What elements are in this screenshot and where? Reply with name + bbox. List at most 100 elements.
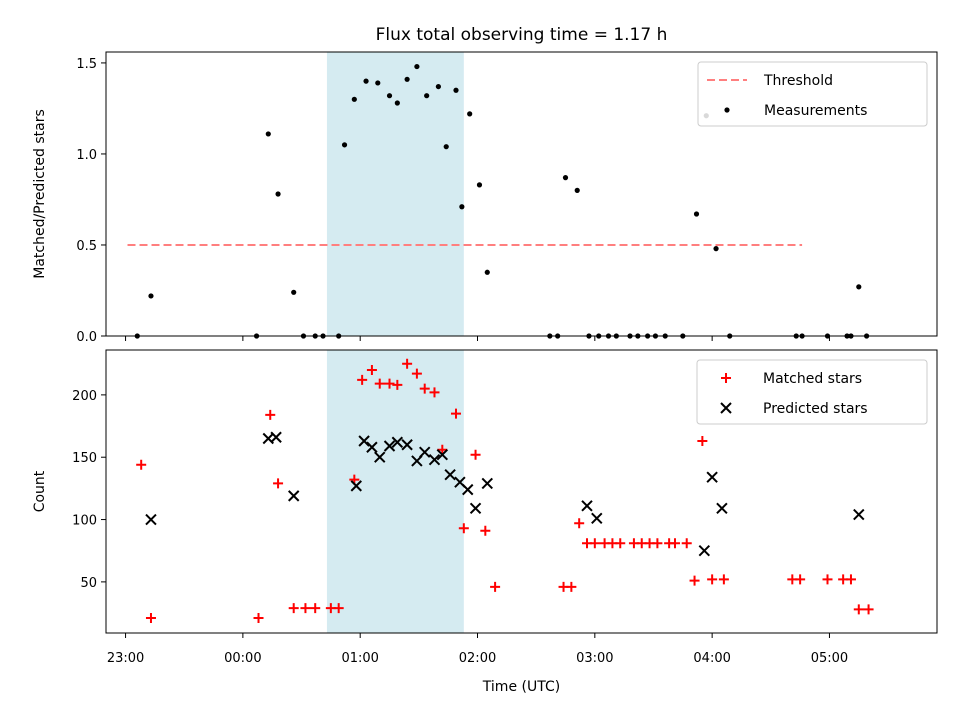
predicted-point	[288, 490, 300, 502]
matched-point	[136, 459, 147, 470]
measurement-point	[453, 87, 459, 93]
matched-point	[411, 368, 422, 379]
matched-point	[689, 575, 700, 586]
x-tick-label: 02:00	[459, 651, 496, 666]
matched-point	[273, 478, 284, 489]
matched-point	[366, 364, 377, 375]
measurement-point	[443, 144, 449, 150]
matched-point	[145, 613, 156, 624]
y-axis-title: Matched/Predicted stars	[32, 109, 48, 279]
y-tick-label: 0.0	[76, 330, 97, 345]
predicted-point	[145, 513, 157, 526]
legend-box	[696, 359, 928, 425]
measurement-point	[484, 269, 490, 275]
matched-point	[822, 574, 833, 585]
predicted-point	[469, 502, 482, 515]
y-axis-title: Count	[32, 470, 48, 512]
matched-point	[437, 444, 448, 455]
predicted-point	[853, 508, 865, 521]
matched-point	[402, 358, 413, 369]
predicted-point	[716, 502, 728, 515]
predicted-point	[401, 439, 413, 451]
y-tick-label: 200	[72, 389, 97, 404]
predicted-point	[270, 431, 282, 443]
measurement-point	[148, 293, 154, 299]
measurement-point	[856, 284, 862, 290]
plot-frame	[105, 349, 938, 634]
matched-point	[265, 409, 276, 420]
measurement-point	[363, 78, 369, 84]
legend-predicted-swatch	[720, 402, 732, 414]
matched-point	[288, 603, 299, 614]
x-tick-label: 01:00	[341, 651, 378, 666]
x-tick-label: 23:00	[107, 651, 144, 666]
measurement-point	[476, 182, 483, 188]
panel-2: 50 100 150 200 23:00 00:00 01:00 02:00 03:00 04:0…	[32, 349, 938, 666]
matched-point	[253, 613, 264, 624]
matched-point	[669, 538, 680, 549]
measurement-point	[424, 93, 430, 99]
matched-point	[357, 374, 368, 385]
measurement-point	[435, 83, 441, 90]
matched-point	[480, 525, 491, 536]
predicted-point	[462, 483, 474, 496]
matched-point	[458, 523, 469, 534]
predicted-point	[419, 446, 431, 458]
measurement-point	[693, 211, 700, 217]
matched-point	[697, 436, 708, 447]
predicted-point	[428, 454, 441, 466]
legend-entry: Matched stars	[721, 371, 862, 387]
legend-entry: Threshold	[707, 73, 833, 89]
matched-point	[652, 538, 663, 549]
measurement-point	[386, 93, 393, 99]
matched-point	[681, 538, 692, 549]
predicted-point	[383, 440, 396, 452]
measurement-point	[713, 246, 719, 252]
matched-point	[863, 604, 874, 615]
measurement-point	[404, 76, 410, 82]
matched-point	[392, 379, 403, 390]
measurement-point	[351, 96, 357, 102]
matched-point	[845, 574, 856, 585]
legend-label: Predicted stars	[763, 401, 868, 417]
predicted-point	[698, 545, 711, 557]
matched-point	[566, 581, 577, 592]
measurement-point	[375, 80, 381, 86]
predicted-point	[366, 441, 378, 453]
matched-point	[450, 408, 461, 419]
predicted-point	[581, 500, 593, 512]
predicted-point	[358, 435, 370, 447]
matched-point	[419, 383, 430, 394]
legend-label: Matched stars	[763, 371, 862, 387]
matched-point	[300, 603, 311, 614]
predicted-point	[391, 436, 404, 448]
matched-point	[470, 449, 481, 460]
matched-point	[795, 574, 806, 585]
matched-point	[429, 387, 440, 398]
predicted-point	[350, 480, 362, 492]
measurement-point	[414, 63, 420, 70]
predicted-point	[591, 512, 603, 525]
series-matched-stars	[136, 358, 874, 624]
x-axis-title: Time (UTC)	[482, 679, 560, 695]
observing-window-span	[326, 52, 464, 336]
y-tick-label: 150	[72, 451, 97, 466]
predicted-point	[444, 468, 456, 481]
chart-title: Flux total observing time = 1.17 h	[376, 25, 668, 45]
predicted-point	[374, 451, 386, 463]
matched-point	[310, 603, 321, 614]
measurement-point	[467, 111, 473, 117]
matched-point	[853, 604, 864, 615]
legend-entry: Measurements	[724, 103, 867, 119]
matched-point	[490, 581, 501, 592]
matched-point	[574, 518, 585, 529]
measurement-point	[574, 187, 580, 193]
matched-point	[333, 603, 344, 614]
measurement-point	[275, 191, 281, 197]
legend-measurement-swatch	[724, 107, 730, 113]
legend-label: Measurements	[764, 103, 867, 119]
measurement-point	[265, 131, 271, 137]
x-tick-label: 05:00	[811, 651, 848, 666]
matched-point	[615, 538, 626, 549]
y-tick-label: 1.0	[76, 148, 97, 163]
